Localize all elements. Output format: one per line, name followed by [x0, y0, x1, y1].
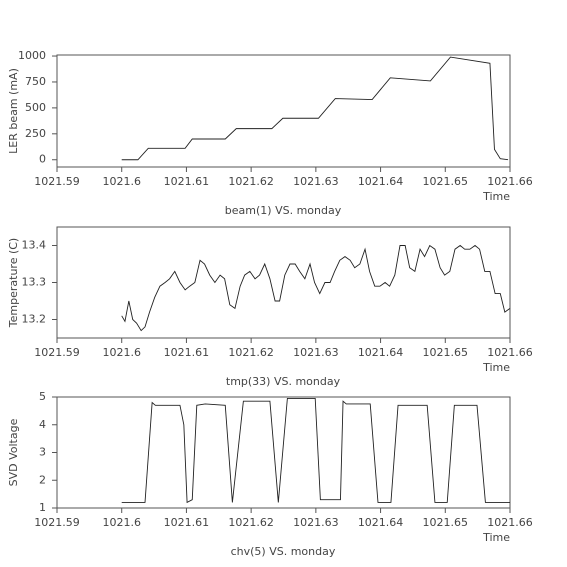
x-tick-label: 1021.63 [293, 175, 339, 188]
x-tick-label: 1021.64 [358, 175, 404, 188]
x-tick-label: 1021.6 [102, 175, 141, 188]
plot-frame [56, 396, 511, 509]
y-tick-label: 13.4 [22, 239, 47, 252]
x-tick-label: 1021.64 [358, 346, 404, 359]
y-axis-label: LER beam (mA) [7, 68, 20, 154]
x-tick-label: 1021.65 [423, 516, 469, 529]
x-tick-label: 1021.61 [164, 516, 210, 529]
x-tick-label: 1021.63 [293, 346, 339, 359]
x-tick-label: 1021.62 [228, 175, 274, 188]
data-line [121, 244, 511, 332]
y-tick-label: 1 [39, 501, 46, 514]
y-tick-label: 4 [39, 418, 46, 431]
x-tick-label: 1021.61 [164, 175, 210, 188]
x-tick-label: 1021.6 [102, 346, 141, 359]
plot-frame [56, 54, 511, 168]
x-tick-label: 1021.65 [423, 346, 469, 359]
y-tick-label: 13.2 [22, 313, 47, 326]
x-tick-label: 1021.66 [487, 516, 533, 529]
x-axis-label: Time [482, 361, 510, 374]
data-line [121, 397, 510, 504]
x-tick-label: 1021.62 [228, 516, 274, 529]
x-axis-label: Time [482, 531, 510, 544]
y-tick-label: 250 [25, 127, 46, 140]
x-tick-label: 1021.59 [34, 516, 80, 529]
panel: 1021.59 1021.6 1021.61 1021.62 1021.63 1021.6… [7, 390, 533, 558]
y-tick-label: 0 [39, 153, 46, 166]
panel: 1021.59 1021.6 1021.61 1021.62 1021.63 1021.6… [7, 226, 533, 388]
panel: 1021.59 1021.6 1021.61 1021.62 1021.63 1021.6… [7, 49, 533, 217]
y-tick-label: 13.3 [22, 276, 47, 289]
x-tick-label: 1021.59 [34, 346, 80, 359]
x-tick-label: 1021.63 [293, 516, 339, 529]
x-tick-label: 1021.65 [423, 175, 469, 188]
x-tick-label: 1021.62 [228, 346, 274, 359]
x-tick-label: 1021.59 [34, 175, 80, 188]
y-axis-label: SVD Voltage [7, 418, 20, 486]
y-axis-label: Temperature (C) [7, 238, 20, 328]
y-tick-label: 3 [39, 446, 46, 459]
data-line [121, 56, 509, 161]
x-tick-label: 1021.6 [102, 516, 141, 529]
x-tick-label: 1021.64 [358, 516, 404, 529]
y-tick-label: 1000 [18, 49, 46, 62]
x-tick-label: 1021.66 [487, 175, 533, 188]
x-tick-label: 1021.61 [164, 346, 210, 359]
y-tick-label: 5 [39, 390, 46, 403]
panel-title: beam(1) VS. monday [225, 204, 342, 217]
x-tick-label: 1021.66 [487, 346, 533, 359]
y-tick-label: 500 [25, 101, 46, 114]
y-tick-label: 2 [39, 473, 46, 486]
panel-title: tmp(33) VS. monday [226, 375, 341, 388]
x-axis-label: Time [482, 190, 510, 203]
y-tick-label: 750 [25, 75, 46, 88]
panel-title: chv(5) VS. monday [231, 545, 336, 558]
